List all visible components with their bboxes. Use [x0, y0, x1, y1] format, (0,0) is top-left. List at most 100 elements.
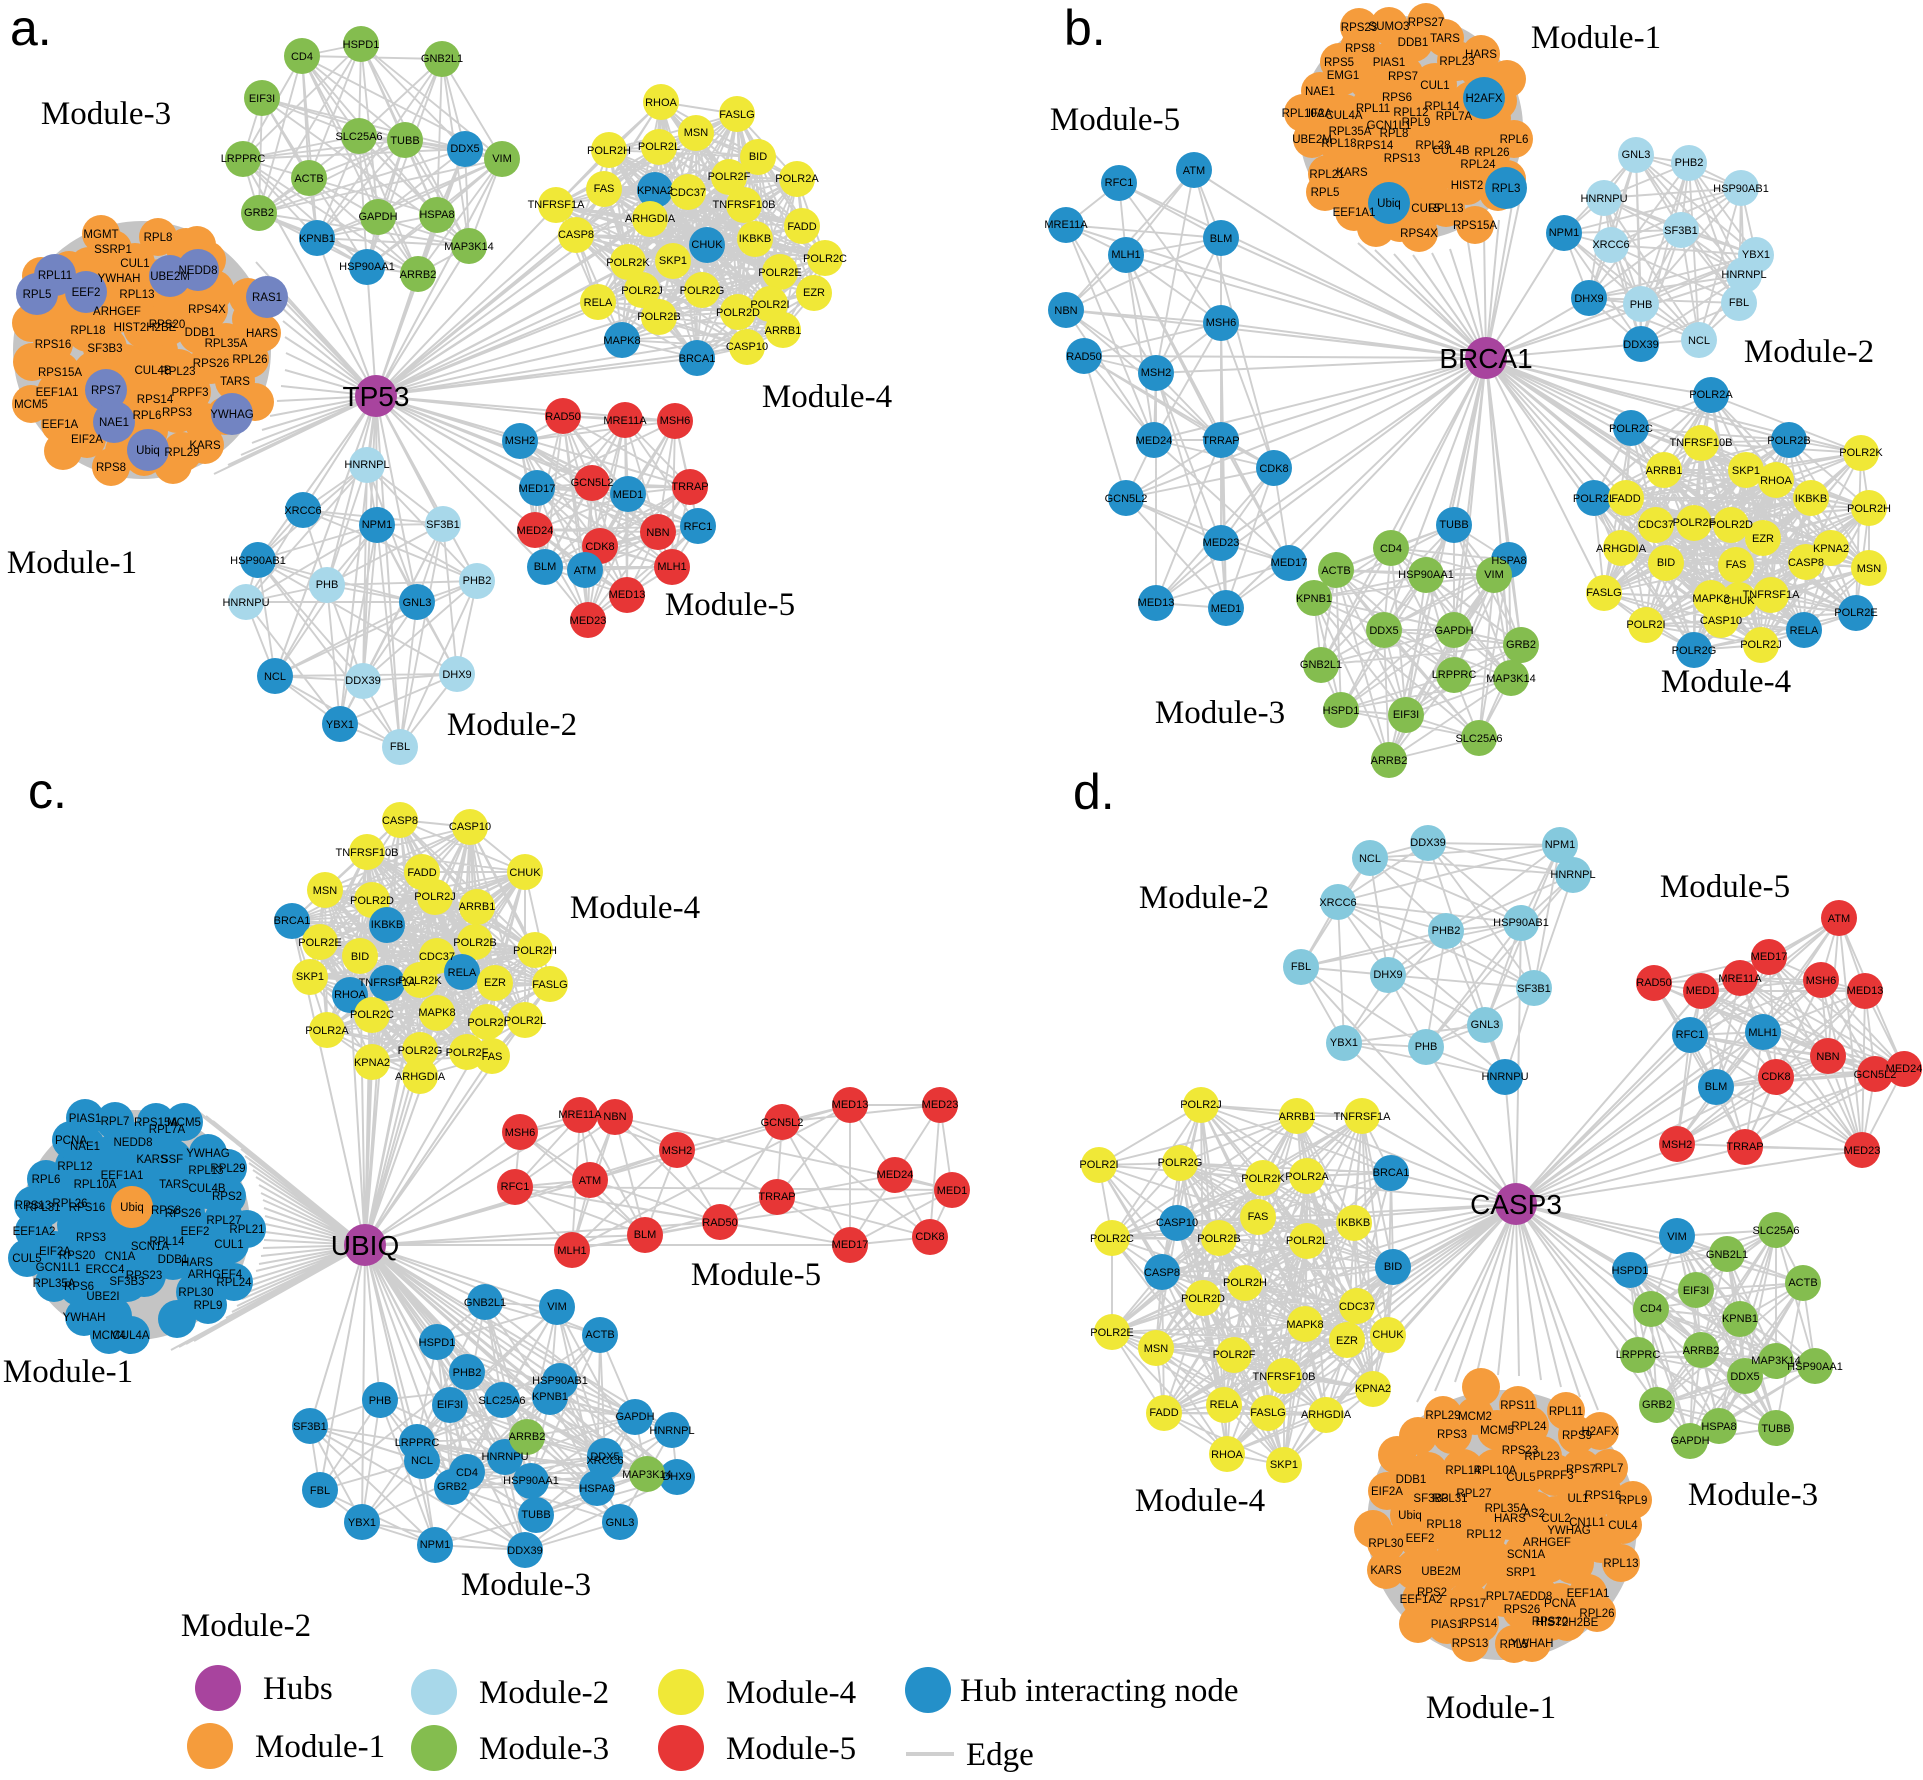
svg-text:DDB1: DDB1	[1398, 37, 1429, 49]
svg-text:GCN5L2: GCN5L2	[761, 1117, 804, 1129]
svg-text:VIM: VIM	[1667, 1231, 1687, 1243]
svg-text:c.: c.	[28, 763, 67, 819]
svg-text:MED17: MED17	[832, 1239, 869, 1251]
svg-text:EEF1A1: EEF1A1	[1567, 1588, 1610, 1600]
svg-text:RPS15A: RPS15A	[1453, 220, 1497, 232]
svg-text:RPL7A: RPL7A	[1436, 111, 1473, 123]
svg-text:FASLG: FASLG	[1586, 587, 1621, 599]
svg-text:POLR2I: POLR2I	[1626, 619, 1665, 631]
svg-text:CUL1: CUL1	[214, 1239, 243, 1251]
svg-text:Module-4: Module-4	[570, 890, 700, 926]
svg-text:MSH2: MSH2	[505, 435, 536, 447]
svg-text:POLR2G: POLR2G	[398, 1045, 443, 1057]
svg-text:RPS6: RPS6	[64, 1281, 94, 1293]
svg-text:NBN: NBN	[603, 1111, 626, 1123]
svg-text:POLR2L: POLR2L	[1573, 493, 1615, 505]
svg-text:MSN: MSN	[684, 127, 709, 139]
svg-text:RPL14: RPL14	[1445, 1465, 1481, 1477]
svg-text:POLR2G: POLR2G	[1158, 1157, 1203, 1169]
svg-text:CHUK: CHUK	[1723, 595, 1755, 607]
svg-text:RPL35A: RPL35A	[205, 338, 248, 350]
svg-text:NCL: NCL	[411, 1455, 433, 1467]
svg-text:RPL29: RPL29	[1425, 1410, 1460, 1422]
svg-text:FAS: FAS	[482, 1051, 503, 1063]
svg-text:RPS11: RPS11	[1500, 1400, 1536, 1412]
svg-text:BID: BID	[351, 951, 369, 963]
svg-text:Module-4: Module-4	[1661, 664, 1791, 700]
svg-text:POLR2A: POLR2A	[775, 173, 819, 185]
svg-text:MSN: MSN	[1144, 1343, 1169, 1355]
svg-text:NCL: NCL	[1688, 335, 1710, 347]
svg-text:EEF1A: EEF1A	[42, 419, 79, 431]
svg-text:RPS16: RPS16	[1585, 1490, 1621, 1502]
svg-text:d.: d.	[1073, 764, 1115, 820]
svg-text:RPL11: RPL11	[1356, 103, 1390, 115]
svg-text:MSN: MSN	[313, 885, 338, 897]
svg-text:Module-5: Module-5	[691, 1257, 821, 1293]
svg-text:RPL18: RPL18	[1321, 138, 1356, 150]
svg-text:HSP90AB1: HSP90AB1	[532, 1375, 588, 1387]
svg-text:CUL4A: CUL4A	[112, 1330, 149, 1342]
svg-text:TNFRSF1A: TNFRSF1A	[1743, 589, 1801, 601]
svg-text:HIST2H2BE: HIST2H2BE	[114, 322, 177, 334]
svg-text:MAP3K14: MAP3K14	[1486, 673, 1536, 685]
svg-text:FASLG: FASLG	[532, 979, 567, 991]
svg-text:KPNA2: KPNA2	[1355, 1383, 1391, 1395]
svg-text:GAPDH: GAPDH	[1670, 1435, 1709, 1447]
svg-text:POLR2K: POLR2K	[606, 257, 650, 269]
svg-text:POLR2C: POLR2C	[350, 1009, 394, 1021]
svg-text:EZR: EZR	[1336, 1335, 1358, 1347]
svg-text:MSH6: MSH6	[1206, 317, 1237, 329]
svg-text:EEF1A1: EEF1A1	[36, 387, 79, 399]
svg-text:FAS: FAS	[1726, 559, 1747, 571]
svg-text:MAP3K14: MAP3K14	[622, 1469, 672, 1481]
svg-text:POLR2G: POLR2G	[1672, 645, 1717, 657]
svg-text:VIM: VIM	[492, 153, 512, 165]
svg-text:RPL12: RPL12	[57, 1161, 92, 1173]
svg-text:RPL24: RPL24	[216, 1277, 252, 1289]
svg-text:GRB2: GRB2	[244, 207, 274, 219]
svg-text:DDX39: DDX39	[345, 675, 380, 687]
svg-text:SF3B1: SF3B1	[293, 1421, 327, 1433]
svg-text:BID: BID	[749, 151, 767, 163]
svg-text:POLR2I: POLR2I	[750, 299, 789, 311]
svg-text:POLR2H: POLR2H	[1847, 503, 1891, 515]
svg-text:POLR2H: POLR2H	[513, 945, 557, 957]
svg-text:MSH6: MSH6	[505, 1127, 536, 1139]
svg-text:Module-4: Module-4	[762, 379, 892, 415]
svg-text:POLR2F: POLR2F	[1213, 1349, 1256, 1361]
svg-text:RPS26: RPS26	[1504, 1604, 1540, 1616]
svg-text:RPS7: RPS7	[1566, 1464, 1596, 1476]
svg-text:BRCA1: BRCA1	[1439, 343, 1532, 374]
svg-text:SF3B1: SF3B1	[1664, 225, 1698, 237]
svg-text:RAD50: RAD50	[545, 411, 580, 423]
svg-text:POLR2E: POLR2E	[758, 267, 801, 279]
svg-text:RPS9: RPS9	[1562, 1430, 1592, 1442]
svg-text:UBE2M: UBE2M	[150, 271, 190, 283]
svg-text:TUBB: TUBB	[1761, 1423, 1790, 1435]
svg-text:ARRB2: ARRB2	[1683, 1345, 1720, 1357]
svg-text:CUL4B: CUL4B	[134, 365, 171, 377]
svg-text:MRE11A: MRE11A	[1718, 973, 1762, 985]
svg-text:CD4: CD4	[456, 1467, 478, 1479]
svg-text:EEF1A1: EEF1A1	[101, 1170, 144, 1182]
svg-text:SF3B3: SF3B3	[87, 343, 122, 355]
svg-text:CASP10: CASP10	[726, 341, 768, 353]
svg-text:BRCA1: BRCA1	[1373, 1167, 1410, 1179]
svg-text:GRB2: GRB2	[1642, 1399, 1672, 1411]
svg-text:EZR: EZR	[484, 977, 506, 989]
svg-text:MCM5: MCM5	[167, 1117, 201, 1129]
svg-text:RPL26: RPL26	[232, 354, 267, 366]
svg-text:CHUK: CHUK	[509, 867, 541, 879]
svg-text:RPS2: RPS2	[212, 1191, 242, 1203]
svg-text:RPL30: RPL30	[1368, 1538, 1403, 1550]
svg-text:IKBKB: IKBKB	[1795, 493, 1827, 505]
svg-text:RPL26: RPL26	[52, 1198, 87, 1210]
svg-text:Module-5: Module-5	[1660, 869, 1790, 905]
svg-text:MED1: MED1	[1211, 603, 1242, 615]
svg-text:RPS23: RPS23	[1502, 1445, 1538, 1457]
svg-text:TNFRSF1A: TNFRSF1A	[1334, 1111, 1392, 1123]
svg-text:RPL10A: RPL10A	[74, 1179, 117, 1191]
svg-text:POLR2A: POLR2A	[1285, 1171, 1329, 1183]
svg-text:NPM1: NPM1	[1549, 227, 1580, 239]
